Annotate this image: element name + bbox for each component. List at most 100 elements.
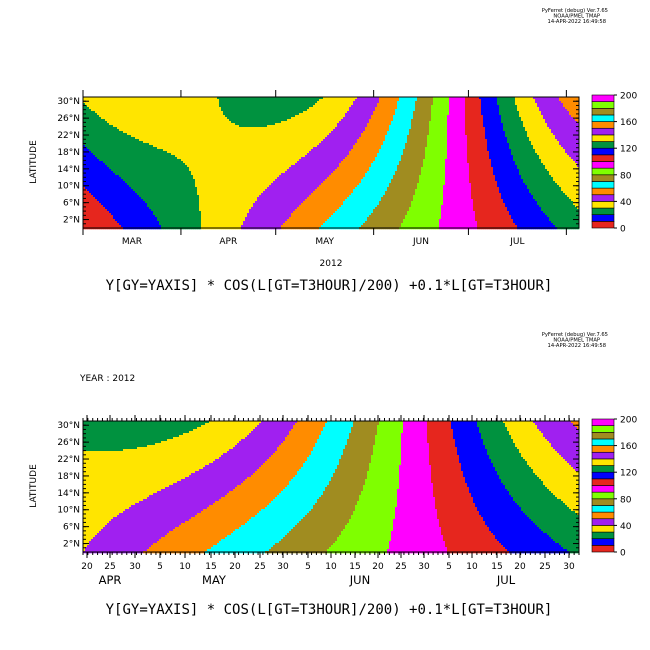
heatmap-cell bbox=[101, 99, 103, 101]
heatmap-cell bbox=[113, 219, 115, 221]
heatmap-cell bbox=[93, 151, 95, 153]
heatmap-cell bbox=[111, 129, 113, 131]
heatmap-cell bbox=[137, 161, 139, 163]
heatmap-cell bbox=[99, 157, 101, 159]
heatmap-cell bbox=[139, 105, 141, 107]
heatmap-cell bbox=[117, 183, 119, 185]
heatmap-cell bbox=[89, 123, 91, 125]
heatmap-cell bbox=[127, 219, 129, 221]
heatmap-cell bbox=[95, 165, 97, 167]
heatmap-cell bbox=[99, 185, 101, 187]
heatmap-cell bbox=[101, 125, 103, 127]
heatmap-cell bbox=[137, 201, 139, 203]
heatmap-cell bbox=[113, 133, 115, 135]
heatmap-cell bbox=[105, 217, 107, 219]
heatmap-cell bbox=[93, 109, 95, 111]
heatmap-cell bbox=[103, 113, 105, 115]
heatmap-cell bbox=[133, 105, 135, 107]
heatmap-cell bbox=[113, 191, 115, 193]
heatmap-cell bbox=[103, 139, 105, 141]
heatmap-cell bbox=[113, 189, 115, 191]
heatmap-cell bbox=[113, 183, 115, 185]
heatmap-cell bbox=[125, 217, 127, 219]
heatmap-cell bbox=[125, 137, 127, 139]
heatmap-cell bbox=[123, 181, 125, 183]
heatmap-cell bbox=[99, 99, 101, 101]
heatmap-cell bbox=[113, 153, 115, 155]
heatmap-cell bbox=[131, 107, 133, 109]
heatmap-cell bbox=[103, 151, 105, 153]
heatmap-cell bbox=[141, 149, 143, 151]
heatmap-cell bbox=[137, 223, 139, 225]
heatmap-cell bbox=[111, 119, 113, 121]
heatmap-cell bbox=[109, 139, 111, 141]
heatmap-cell bbox=[143, 165, 145, 167]
heatmap-cell bbox=[123, 205, 125, 207]
heatmap-cell bbox=[95, 157, 97, 159]
heatmap-cell bbox=[95, 143, 97, 145]
heatmap-cell bbox=[143, 131, 145, 133]
heatmap-cell bbox=[131, 135, 133, 137]
heatmap-cell bbox=[99, 225, 101, 227]
heatmap-cell bbox=[119, 211, 121, 213]
heatmap-cell bbox=[133, 217, 135, 219]
heatmap-cell bbox=[105, 145, 107, 147]
heatmap-cell bbox=[117, 137, 119, 139]
heatmap-cell bbox=[129, 183, 131, 185]
heatmap-cell bbox=[141, 125, 143, 127]
heatmap-cell bbox=[95, 131, 97, 133]
heatmap-cell bbox=[109, 127, 111, 129]
heatmap-cell bbox=[99, 165, 101, 167]
heatmap-cell bbox=[95, 169, 97, 171]
heatmap-cell bbox=[121, 175, 123, 177]
heatmap-cell bbox=[117, 207, 119, 209]
heatmap-cell bbox=[97, 167, 99, 169]
heatmap-cell bbox=[99, 121, 101, 123]
heatmap-cell bbox=[93, 99, 95, 101]
plot-1-field bbox=[83, 97, 579, 229]
heatmap-cell bbox=[105, 205, 107, 207]
heatmap-cell bbox=[143, 141, 145, 143]
heatmap-cell bbox=[143, 211, 145, 213]
heatmap-cell bbox=[115, 203, 117, 205]
heatmap-cell bbox=[85, 195, 87, 197]
heatmap-cell bbox=[115, 133, 117, 135]
heatmap-cell bbox=[117, 117, 119, 119]
heatmap-cell bbox=[141, 127, 143, 129]
heatmap-cell bbox=[89, 221, 91, 223]
heatmap-cell bbox=[125, 183, 127, 185]
heatmap-cell bbox=[131, 125, 133, 127]
heatmap-cell bbox=[103, 109, 105, 111]
heatmap-cell bbox=[121, 157, 123, 159]
heatmap-cell bbox=[97, 119, 99, 121]
heatmap-cell bbox=[109, 151, 111, 153]
heatmap-cell bbox=[133, 163, 135, 165]
heatmap-cell bbox=[131, 195, 133, 197]
heatmap-cell bbox=[141, 109, 143, 111]
heatmap-cell bbox=[103, 147, 105, 149]
heatmap-cell bbox=[127, 163, 129, 165]
heatmap-cell bbox=[107, 189, 109, 191]
heatmap-cell bbox=[107, 203, 109, 205]
heatmap-cell bbox=[135, 109, 137, 111]
heatmap-cell bbox=[123, 139, 125, 141]
heatmap-cell bbox=[119, 99, 121, 101]
heatmap-cell bbox=[129, 119, 131, 121]
heatmap-cell bbox=[131, 157, 133, 159]
heatmap-cell bbox=[135, 191, 137, 193]
heatmap-cell bbox=[115, 183, 117, 185]
heatmap-cell bbox=[129, 205, 131, 207]
heatmap-cell bbox=[103, 155, 105, 157]
heatmap-cell bbox=[141, 199, 143, 201]
heatmap-cell bbox=[133, 141, 135, 143]
heatmap-cell bbox=[135, 151, 137, 153]
heatmap-cell bbox=[99, 151, 101, 153]
heatmap-cell bbox=[103, 159, 105, 161]
heatmap-cell bbox=[137, 147, 139, 149]
heatmap-cell bbox=[137, 121, 139, 123]
heatmap-cell bbox=[87, 155, 89, 157]
heatmap-cell bbox=[111, 111, 113, 113]
heatmap-cell bbox=[99, 163, 101, 165]
heatmap-cell bbox=[129, 187, 131, 189]
heatmap-cell bbox=[111, 225, 113, 227]
